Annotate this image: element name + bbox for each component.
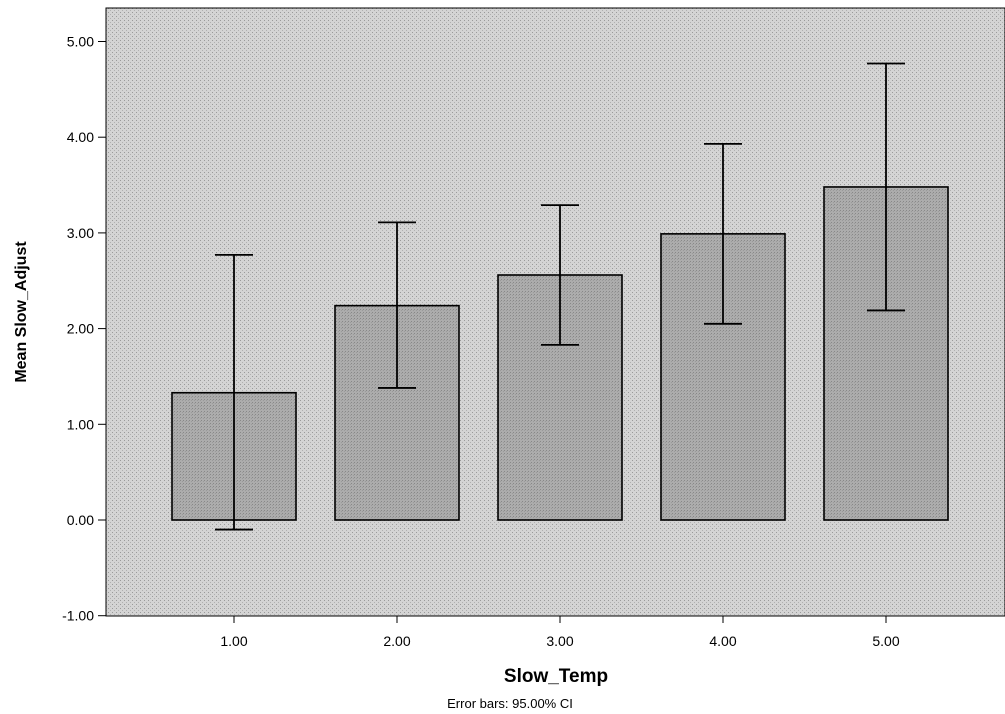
error-bars-note: Error bars: 95.00% CI [447,696,573,711]
y-tick-label: 0.00 [67,512,94,528]
y-tick-label: 4.00 [67,129,94,145]
y-tick-label: 3.00 [67,225,94,241]
x-tick-label: 4.00 [709,633,736,649]
y-tick-label: -1.00 [62,608,94,624]
y-tick-label: 5.00 [67,34,94,50]
x-tick-label: 2.00 [383,633,410,649]
x-axis-label: Slow_Temp [504,666,608,687]
x-tick-label: 5.00 [872,633,899,649]
x-tick-label: 3.00 [546,633,573,649]
x-tick-label: 1.00 [220,633,247,649]
y-tick-label: 2.00 [67,321,94,337]
y-tick-label: 1.00 [67,416,94,432]
y-axis-label: Mean Slow_Adjust [13,241,30,383]
